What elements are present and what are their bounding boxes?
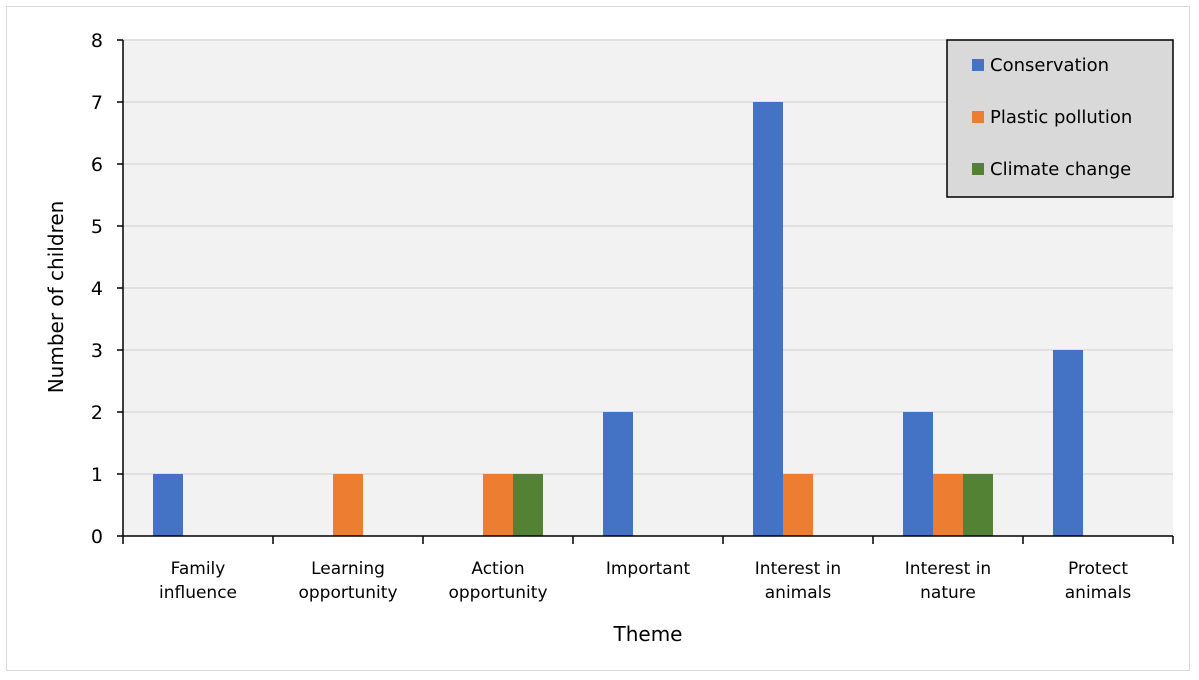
y-tick-label: 6 (91, 154, 103, 176)
y-tick-label: 1 (91, 464, 103, 486)
x-axis-title: Theme (613, 622, 683, 646)
x-tick-label: Learning opportunity (298, 559, 397, 603)
y-tick-label: 3 (91, 340, 103, 362)
legend-swatch (972, 163, 984, 175)
y-tick-label: 2 (91, 402, 103, 424)
bar (513, 474, 543, 536)
y-tick-label: 7 (91, 92, 103, 114)
legend-label: Climate change (990, 159, 1131, 180)
y-tick-labels: 0 1 2 3 4 5 6 7 8 (91, 30, 103, 548)
bar (933, 474, 963, 536)
y-tick-label: 4 (91, 278, 103, 300)
bar (603, 412, 633, 536)
bars (153, 102, 1083, 536)
bar (783, 474, 813, 536)
bar (963, 474, 993, 536)
legend-label: Plastic pollution (990, 107, 1132, 128)
x-tick-labels: Family influence Learning opportunity Action… (159, 559, 1131, 603)
y-tick-label: 5 (91, 216, 103, 238)
x-tick-label: Action opportunity (448, 559, 547, 603)
y-tick-label: 8 (91, 30, 103, 52)
x-tick-label: Interest in nature (905, 559, 991, 603)
legend-label: Conservation (990, 55, 1109, 76)
axes (117, 39, 1174, 544)
x-tick-label: Family influence (159, 559, 237, 603)
bar (1053, 350, 1083, 536)
bar-chart: 0 1 2 3 4 5 6 7 8 Family influence Learning opportu… (44, 30, 1174, 646)
bar (483, 474, 513, 536)
bar (903, 412, 933, 536)
x-tick-label: Interest in animals (755, 559, 841, 603)
bar (753, 102, 783, 536)
y-axis-title: Number of children (44, 201, 68, 394)
legend-box (946, 39, 1174, 198)
x-tick-label: Protect animals (1065, 559, 1132, 603)
bar (153, 474, 183, 536)
x-tick-label: Important (606, 559, 691, 579)
legend: Conservation Plastic pollution Climate cha… (946, 39, 1174, 198)
legend-swatch (972, 111, 984, 123)
y-tick-label: 0 (91, 526, 103, 548)
legend-swatch (972, 59, 984, 71)
bar (333, 474, 363, 536)
chart-frame: 0 1 2 3 4 5 6 7 8 Family influence Learning opportu… (6, 6, 1190, 671)
